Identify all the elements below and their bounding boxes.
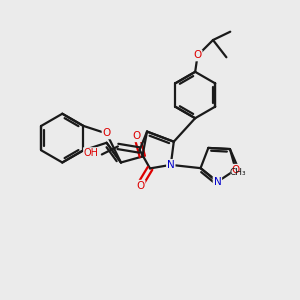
Text: O: O <box>194 50 202 61</box>
Text: O: O <box>232 165 240 175</box>
Text: CH₃: CH₃ <box>229 168 246 177</box>
Text: N: N <box>167 160 175 170</box>
Text: OH: OH <box>84 148 99 158</box>
Text: O: O <box>103 128 111 139</box>
Text: O: O <box>133 131 141 141</box>
Text: N: N <box>214 177 221 187</box>
Text: O: O <box>136 181 145 191</box>
